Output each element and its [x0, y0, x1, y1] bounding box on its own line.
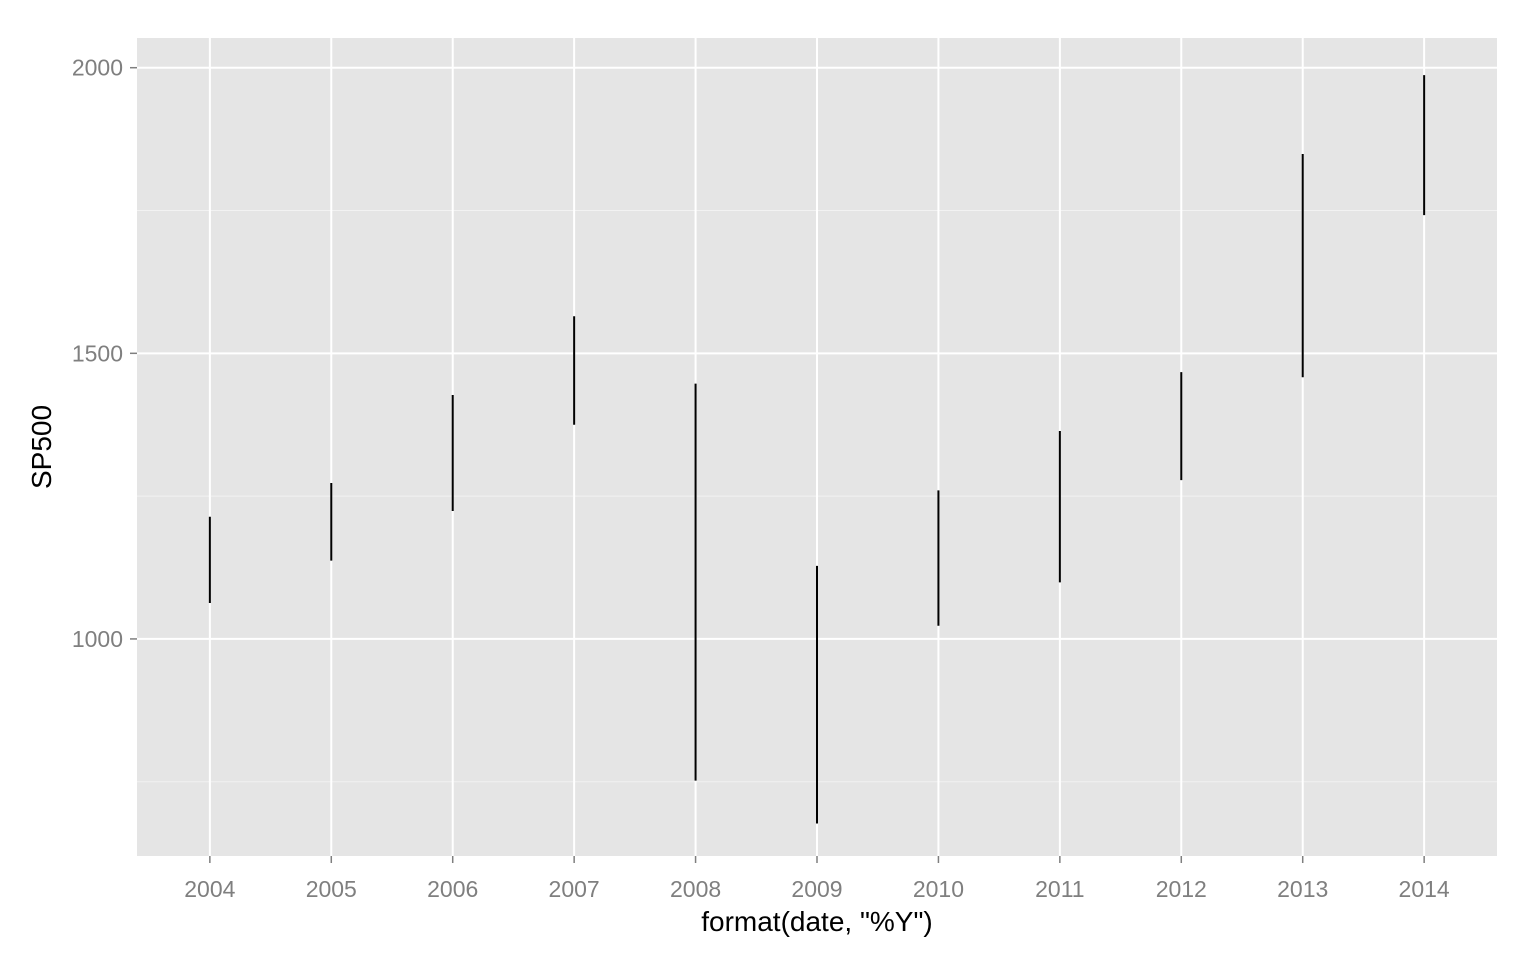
x-tick-label: 2005 [306, 876, 357, 902]
data-segments [208, 75, 1426, 824]
x-tick-label: 2014 [1399, 876, 1450, 902]
y-tick-label: 1000 [72, 626, 123, 652]
x-tick-label: 2009 [791, 876, 842, 902]
y-axis-title: SP500 [26, 405, 57, 489]
x-tick-label: 2013 [1277, 876, 1328, 902]
y-tick-label: 2000 [72, 55, 123, 81]
x-tick-label: 2010 [913, 876, 964, 902]
x-axis: 2004 2005 2006 2007 2008 2009 2010 2011 2012 2013… [184, 856, 1450, 902]
x-tick-label: 2006 [427, 876, 478, 902]
x-tick-label: 2007 [549, 876, 600, 902]
x-tick-label: 2008 [670, 876, 721, 902]
y-axis: 1000 1500 2000 [72, 55, 137, 652]
x-tick-label: 2011 [1035, 876, 1084, 902]
x-tick-label: 2004 [184, 876, 235, 902]
x-axis-title: format(date, "%Y") [701, 906, 933, 937]
y-tick-label: 1500 [72, 340, 123, 366]
x-tick-label: 2012 [1156, 876, 1207, 902]
